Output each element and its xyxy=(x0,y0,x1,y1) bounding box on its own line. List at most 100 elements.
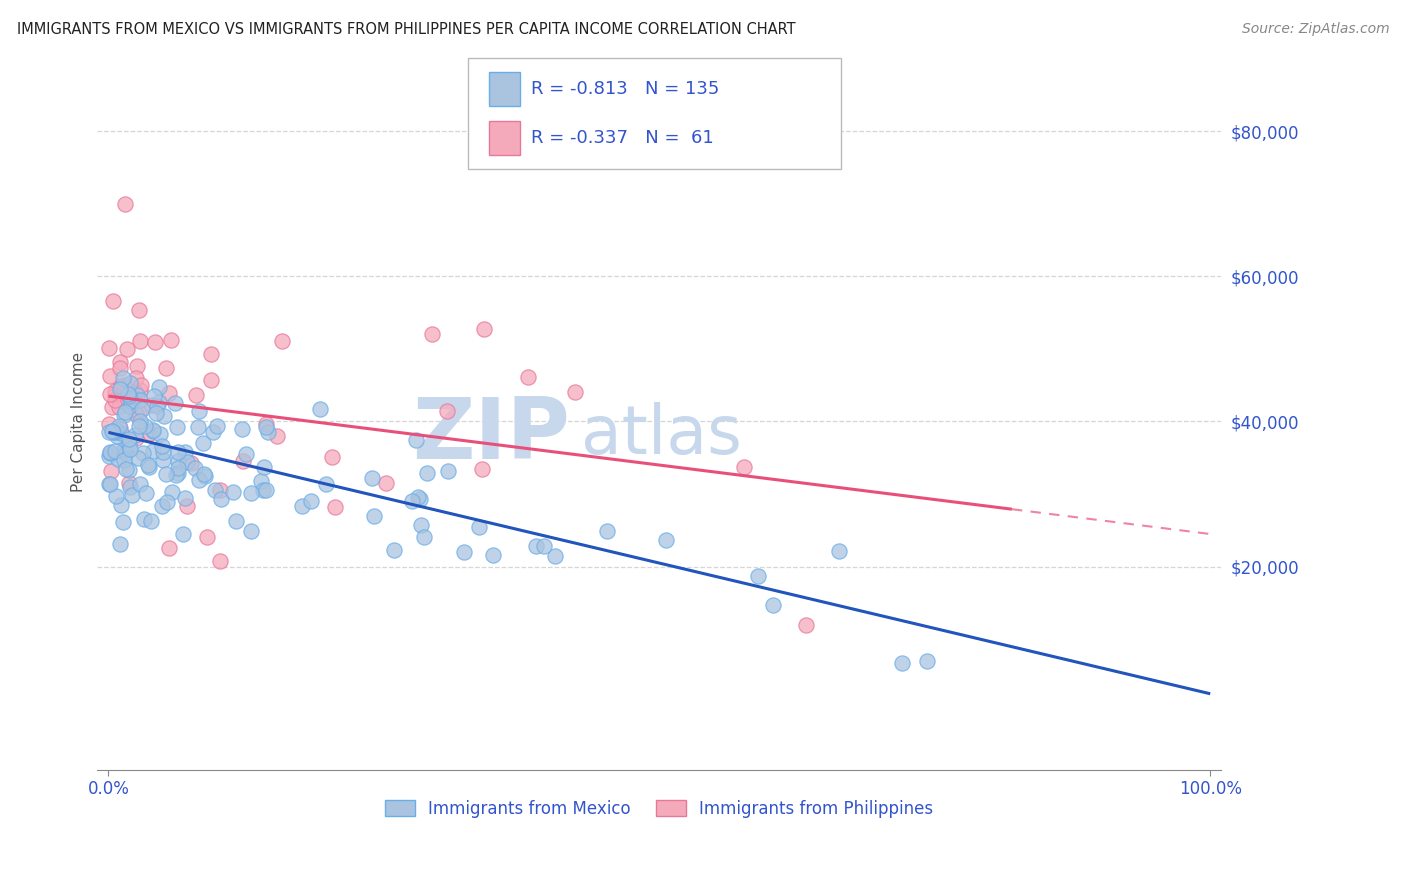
Point xyxy=(128,302,150,317)
Point xyxy=(891,656,914,670)
Point xyxy=(120,480,142,494)
Point xyxy=(250,475,273,489)
Point xyxy=(128,405,150,419)
Point xyxy=(98,476,121,491)
Point xyxy=(100,477,122,491)
Point xyxy=(98,417,121,431)
Point xyxy=(98,450,121,464)
Point xyxy=(125,359,148,374)
Point xyxy=(152,445,174,459)
Point xyxy=(193,436,215,450)
Point xyxy=(239,524,262,538)
Point xyxy=(382,543,405,558)
Point xyxy=(129,392,152,407)
Text: R = -0.813   N = 135: R = -0.813 N = 135 xyxy=(531,80,720,98)
Point xyxy=(112,378,135,392)
Point xyxy=(187,420,209,434)
Point xyxy=(108,400,131,414)
Point xyxy=(254,483,277,498)
Point xyxy=(409,517,432,532)
Point xyxy=(157,386,180,401)
Point xyxy=(231,422,253,436)
Point xyxy=(436,403,458,417)
Point xyxy=(222,484,245,499)
Point xyxy=(108,421,131,435)
Point xyxy=(101,293,124,308)
Point xyxy=(124,387,146,401)
Point xyxy=(110,426,132,441)
Point xyxy=(98,368,121,383)
Point xyxy=(208,483,231,497)
Point xyxy=(100,446,122,460)
Point xyxy=(135,486,157,500)
Point xyxy=(110,382,132,396)
Point xyxy=(150,439,173,453)
Point xyxy=(117,387,139,401)
Point xyxy=(235,447,257,461)
Point xyxy=(155,361,177,376)
Point xyxy=(110,361,132,376)
Point xyxy=(156,495,179,509)
Point xyxy=(129,477,152,491)
Point xyxy=(155,467,177,481)
Point xyxy=(98,425,121,439)
Point xyxy=(733,459,755,474)
Point xyxy=(420,326,443,341)
Point xyxy=(118,442,141,457)
Point xyxy=(363,509,385,524)
Point xyxy=(104,392,127,407)
Point xyxy=(100,444,122,458)
Point xyxy=(132,446,155,460)
Point xyxy=(104,388,127,402)
Point xyxy=(184,387,207,401)
Point xyxy=(152,452,174,467)
Point xyxy=(104,489,127,503)
Text: R = -0.337   N =  61: R = -0.337 N = 61 xyxy=(531,129,714,147)
Point xyxy=(188,473,211,487)
Point xyxy=(129,414,152,428)
Point xyxy=(129,384,152,398)
Point xyxy=(200,373,222,387)
Point xyxy=(254,419,277,434)
Point xyxy=(112,453,135,467)
Point xyxy=(325,500,347,515)
Point xyxy=(167,454,190,468)
Point xyxy=(149,427,172,442)
Point xyxy=(108,537,131,551)
Point xyxy=(127,451,149,466)
Point xyxy=(148,394,170,409)
Point xyxy=(481,548,503,562)
Point xyxy=(128,418,150,433)
Point xyxy=(416,466,439,480)
Point xyxy=(142,423,165,437)
Point xyxy=(309,401,332,416)
Point xyxy=(291,499,314,513)
Point xyxy=(101,424,124,438)
Point xyxy=(252,483,274,497)
Point xyxy=(225,515,247,529)
Point xyxy=(256,425,278,440)
Point xyxy=(145,406,167,420)
Point xyxy=(138,459,160,474)
Point xyxy=(232,454,254,468)
Point xyxy=(139,398,162,412)
Point xyxy=(209,554,232,568)
Point xyxy=(118,436,141,450)
Point xyxy=(157,541,180,556)
Point xyxy=(194,468,217,483)
Point xyxy=(118,389,141,403)
Point xyxy=(762,599,785,613)
Point xyxy=(134,419,156,434)
Point xyxy=(142,444,165,458)
Point xyxy=(160,334,183,348)
Point xyxy=(176,455,198,469)
Point xyxy=(107,451,129,466)
Point xyxy=(120,394,142,409)
Point xyxy=(915,654,938,668)
Point xyxy=(204,483,226,497)
Point xyxy=(254,417,277,432)
Text: IMMIGRANTS FROM MEXICO VS IMMIGRANTS FROM PHILIPPINES PER CAPITA INCOME CORRELAT: IMMIGRANTS FROM MEXICO VS IMMIGRANTS FRO… xyxy=(17,22,796,37)
Point xyxy=(165,467,187,482)
Point xyxy=(176,500,198,514)
Point xyxy=(193,467,215,481)
